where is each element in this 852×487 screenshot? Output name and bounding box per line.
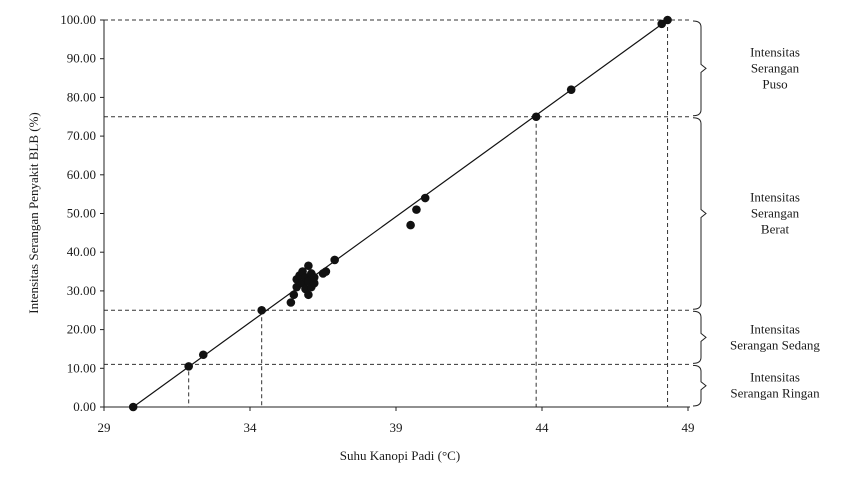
y-tick-label: 60.00 [67,167,96,182]
category-bracket [692,20,707,117]
y-tick-label: 90.00 [67,51,96,66]
x-tick-label: 44 [536,420,550,435]
x-tick-label: 34 [244,420,258,435]
data-point [531,112,541,122]
x-tick-label: 29 [98,420,111,435]
x-tick-label: 49 [682,420,695,435]
data-point [566,85,576,94]
y-tick-label: 50.00 [67,206,96,221]
data-point [663,15,672,25]
data-point [289,290,299,300]
category-label: Intensitas [750,370,800,385]
y-tick-label: 40.00 [67,244,96,259]
data-points [128,15,672,412]
data-point [412,205,421,214]
y-tick-label: 0.00 [73,399,96,414]
category-label: Berat [761,222,790,237]
category-label: Serangan [751,206,800,221]
category-bracket [692,117,707,310]
data-point [304,261,313,271]
category-label: Intensitas [750,44,800,59]
axes [103,20,690,408]
category-bracket [692,364,707,407]
threshold-guides [104,19,690,407]
x-tick-labels: 29 34 39 44 49 [98,407,695,435]
data-point [184,362,193,371]
data-point [309,273,319,282]
x-tick-label: 39 [390,420,403,435]
category-label: Intensitas [750,190,800,205]
category-brackets: IntensitasSeranganPusoIntensitasSerangan… [692,20,820,407]
data-point [406,220,415,230]
y-tick-label: 10.00 [67,360,96,375]
y-axis-label: Intensitas Serangan Penyakit BLB (%) [26,112,41,313]
trendline [132,19,668,408]
data-point [330,255,339,265]
y-tick-label: 100.00 [60,12,96,27]
data-point [304,290,313,300]
category-label: Puso [762,76,787,91]
data-point [198,350,208,360]
y-tick-label: 30.00 [67,283,96,298]
data-point [128,402,138,412]
category-label: Intensitas [750,321,800,336]
y-tick-label: 20.00 [67,322,96,337]
category-label: Serangan [751,60,800,75]
y-tick-labels: 0.00 10.00 20.00 30.00 40.00 50.00 60.00 70.00 8… [60,12,104,414]
data-point [257,305,266,315]
category-bracket [692,310,707,364]
data-point [420,193,430,203]
category-label: Serangan Sedang [730,337,820,352]
y-tick-label: 70.00 [67,128,96,143]
trendline-segment [132,19,668,408]
y-tick-label: 80.00 [67,89,96,104]
category-label: Serangan Ringan [730,386,820,401]
data-point [286,298,296,307]
x-axis-label: Suhu Kanopi Padi (°C) [340,448,460,463]
data-point [321,267,331,276]
